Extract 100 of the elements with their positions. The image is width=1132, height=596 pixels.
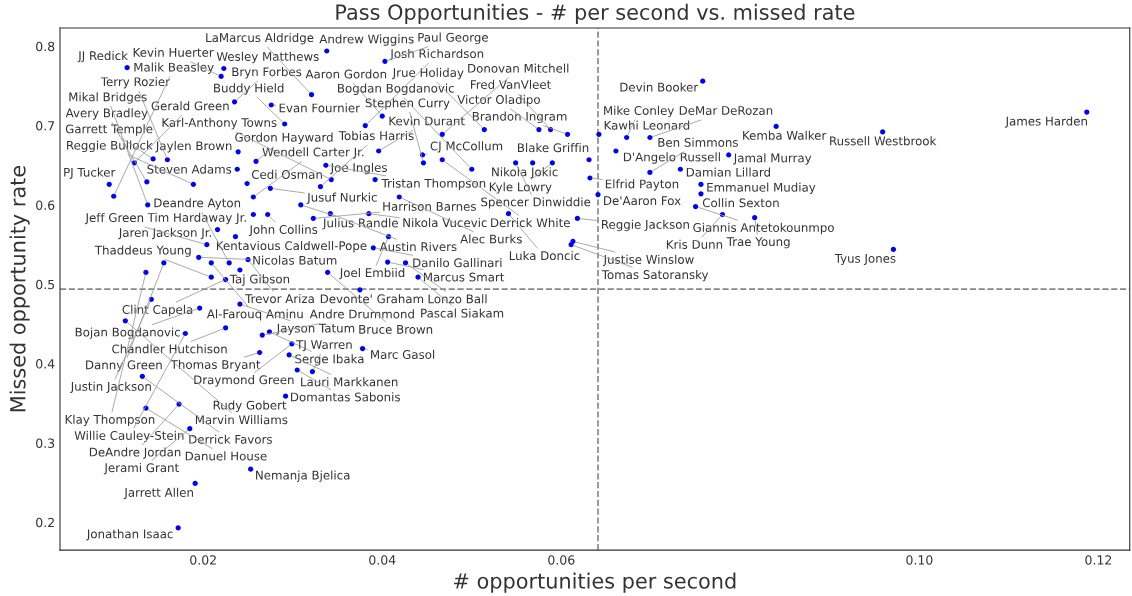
annotation: Mike Conley — [604, 105, 674, 118]
annotation: Jrue Holiday — [392, 67, 464, 80]
annotation: Danny Green — [86, 360, 162, 372]
y-axis-title: Missed opportunity rate — [9, 165, 30, 412]
y-tick-label: 0.7 — [36, 121, 55, 131]
annotation: Gordon Hayward — [235, 132, 333, 145]
annotation: Devonte' Graham — [320, 294, 424, 304]
annotation: Klay Thompson — [65, 414, 155, 427]
annotation: Kris Dunn — [666, 239, 723, 249]
annotation: Jayson Tatum — [276, 323, 355, 335]
annotation: Austin Rivers — [379, 241, 457, 252]
annotation: Chandler Hutchison — [112, 344, 227, 354]
annotation: Karl-Anthony Towns — [162, 117, 277, 130]
annotation: DeAndre Jordan — [89, 447, 181, 459]
annotation: Ben Simmons — [658, 137, 738, 147]
annotation: Domantas Sabonis — [291, 392, 400, 402]
annotation: Kyle Lowry — [489, 182, 552, 194]
annotation: Fred VanVleet — [471, 79, 551, 89]
annotation: Malik Beasley — [134, 62, 214, 74]
annotation: Trae Young — [726, 237, 790, 249]
annotation: DeMar DeRozan — [679, 106, 773, 115]
annotation: James Harden — [1004, 116, 1087, 128]
y-tick-label: 0.6 — [36, 200, 55, 210]
annotation: Avery Bradley — [65, 108, 148, 120]
annotation: PJ Tucker — [64, 167, 116, 179]
annotation: Derrick White — [491, 218, 570, 228]
annotation: Reggie Bullock — [67, 140, 153, 153]
annotation: Tim Hardaway Jr. — [147, 212, 246, 225]
annotation: Kevin Huerter — [133, 47, 214, 57]
annotation: Draymond Green — [194, 375, 294, 387]
annotation: Jaren Jackson Jr. — [118, 227, 212, 240]
annotation: Jamal Murray — [733, 153, 812, 165]
annotation: Aaron Gordon — [305, 69, 387, 79]
annotation: Al-Farouq Aminu — [206, 309, 303, 321]
annotation: Joel Embiid — [339, 267, 405, 280]
annotation: Reggie Jackson — [602, 219, 689, 232]
annotation: TJ Warren — [296, 340, 352, 352]
annotation: John Collins — [248, 224, 318, 237]
annotation: Jaylen Brown — [155, 141, 232, 153]
annotation: Taj Gibson — [229, 274, 290, 286]
annotation: Garrett Temple — [65, 124, 153, 136]
annotation: Mikal Bridges — [69, 92, 147, 104]
annotation: Serge Ibaka — [295, 354, 364, 366]
annotation: Tyus Jones — [834, 254, 896, 266]
annotation: Lauri Markkanen — [301, 377, 398, 387]
annotation: Bojan Bogdanovic — [75, 327, 180, 339]
annotation: Kentavious Caldwell-Pope — [216, 240, 367, 253]
annotation: Thaddeus Young — [94, 245, 191, 257]
annotation: Tomas Satoransky — [601, 269, 709, 282]
annotation: Spencer Dinwiddie — [481, 197, 591, 209]
annotation: Luka Doncic — [509, 250, 580, 261]
annotation: Jarrett Allen — [123, 487, 193, 500]
annotation: Thomas Bryant — [170, 359, 261, 372]
annotation: Jeff Green — [84, 212, 144, 225]
annotation: Victor Oladipo — [457, 94, 540, 107]
annotation: Alec Burks — [460, 234, 522, 244]
annotation: Trevor Ariza — [245, 293, 314, 304]
annotation: LaMarcus Aldridge — [206, 32, 314, 45]
annotation: Rudy Gobert — [213, 400, 287, 412]
annotation: Buddy Hield — [214, 83, 284, 95]
annotation: D'Angelo Russell — [623, 152, 720, 164]
chart-title: Pass Opportunities - # per second vs. missed rate — [336, 3, 855, 25]
annotation: Tobias Harris — [338, 130, 414, 141]
y-tick-label: 0.2 — [36, 517, 54, 528]
y-tick-label: 0.5 — [36, 279, 55, 290]
annotation: Elfrid Payton — [605, 179, 679, 191]
x-tick-label: 0.12 — [1085, 555, 1112, 565]
annotation: Justise Winslow — [602, 254, 694, 267]
annotation: Pascal Siakam — [421, 308, 504, 318]
annotation: Wesley Matthews — [216, 51, 319, 64]
annotation: Harrison Barnes — [383, 201, 476, 211]
annotation: Marc Gasol — [371, 349, 435, 359]
annotation: Bryn Forbes — [232, 67, 302, 79]
annotation: Joe Ingles — [330, 162, 387, 175]
annotation: Willie Cauley-Stein — [74, 430, 184, 443]
annotation: Kevin Durant — [389, 116, 465, 126]
annotation: Damian Lillard — [686, 167, 770, 177]
annotation: Kawhi Leonard — [604, 120, 690, 130]
annotation: Andre Drummond — [309, 309, 414, 319]
annotation: Bruce Brown — [359, 325, 433, 334]
annotation: Emmanuel Mudiay — [707, 182, 816, 195]
annotation: Lonzo Ball — [428, 294, 487, 304]
annotation: Danuel House — [185, 451, 267, 461]
x-tick-label: 0.10 — [906, 555, 933, 565]
annotation: Evan Fournier — [279, 103, 361, 113]
annotation: Jerami Grant — [103, 463, 179, 475]
x-axis-title: # opportunities per second — [454, 572, 736, 593]
annotation: Giannis Antetokounmpo — [693, 222, 834, 235]
y-tick-label: 0.3 — [36, 438, 55, 448]
annotation: Blake Griffin — [518, 143, 589, 153]
annotation: CJ McCollum — [430, 141, 503, 153]
annotation: Julius Randle — [322, 218, 398, 230]
annotation: Tristan Thompson — [381, 178, 486, 190]
annotation: Nikola Jokic — [492, 167, 558, 179]
annotation: Brandon Ingram — [472, 111, 567, 124]
annotation: Nemanja Bjelica — [256, 470, 350, 482]
annotation: Nikola Vucevic — [403, 217, 487, 228]
annotation: Terry Rozier — [100, 77, 171, 89]
annotation: Marcus Smart — [423, 272, 505, 282]
annotation: Paul George — [418, 32, 489, 45]
